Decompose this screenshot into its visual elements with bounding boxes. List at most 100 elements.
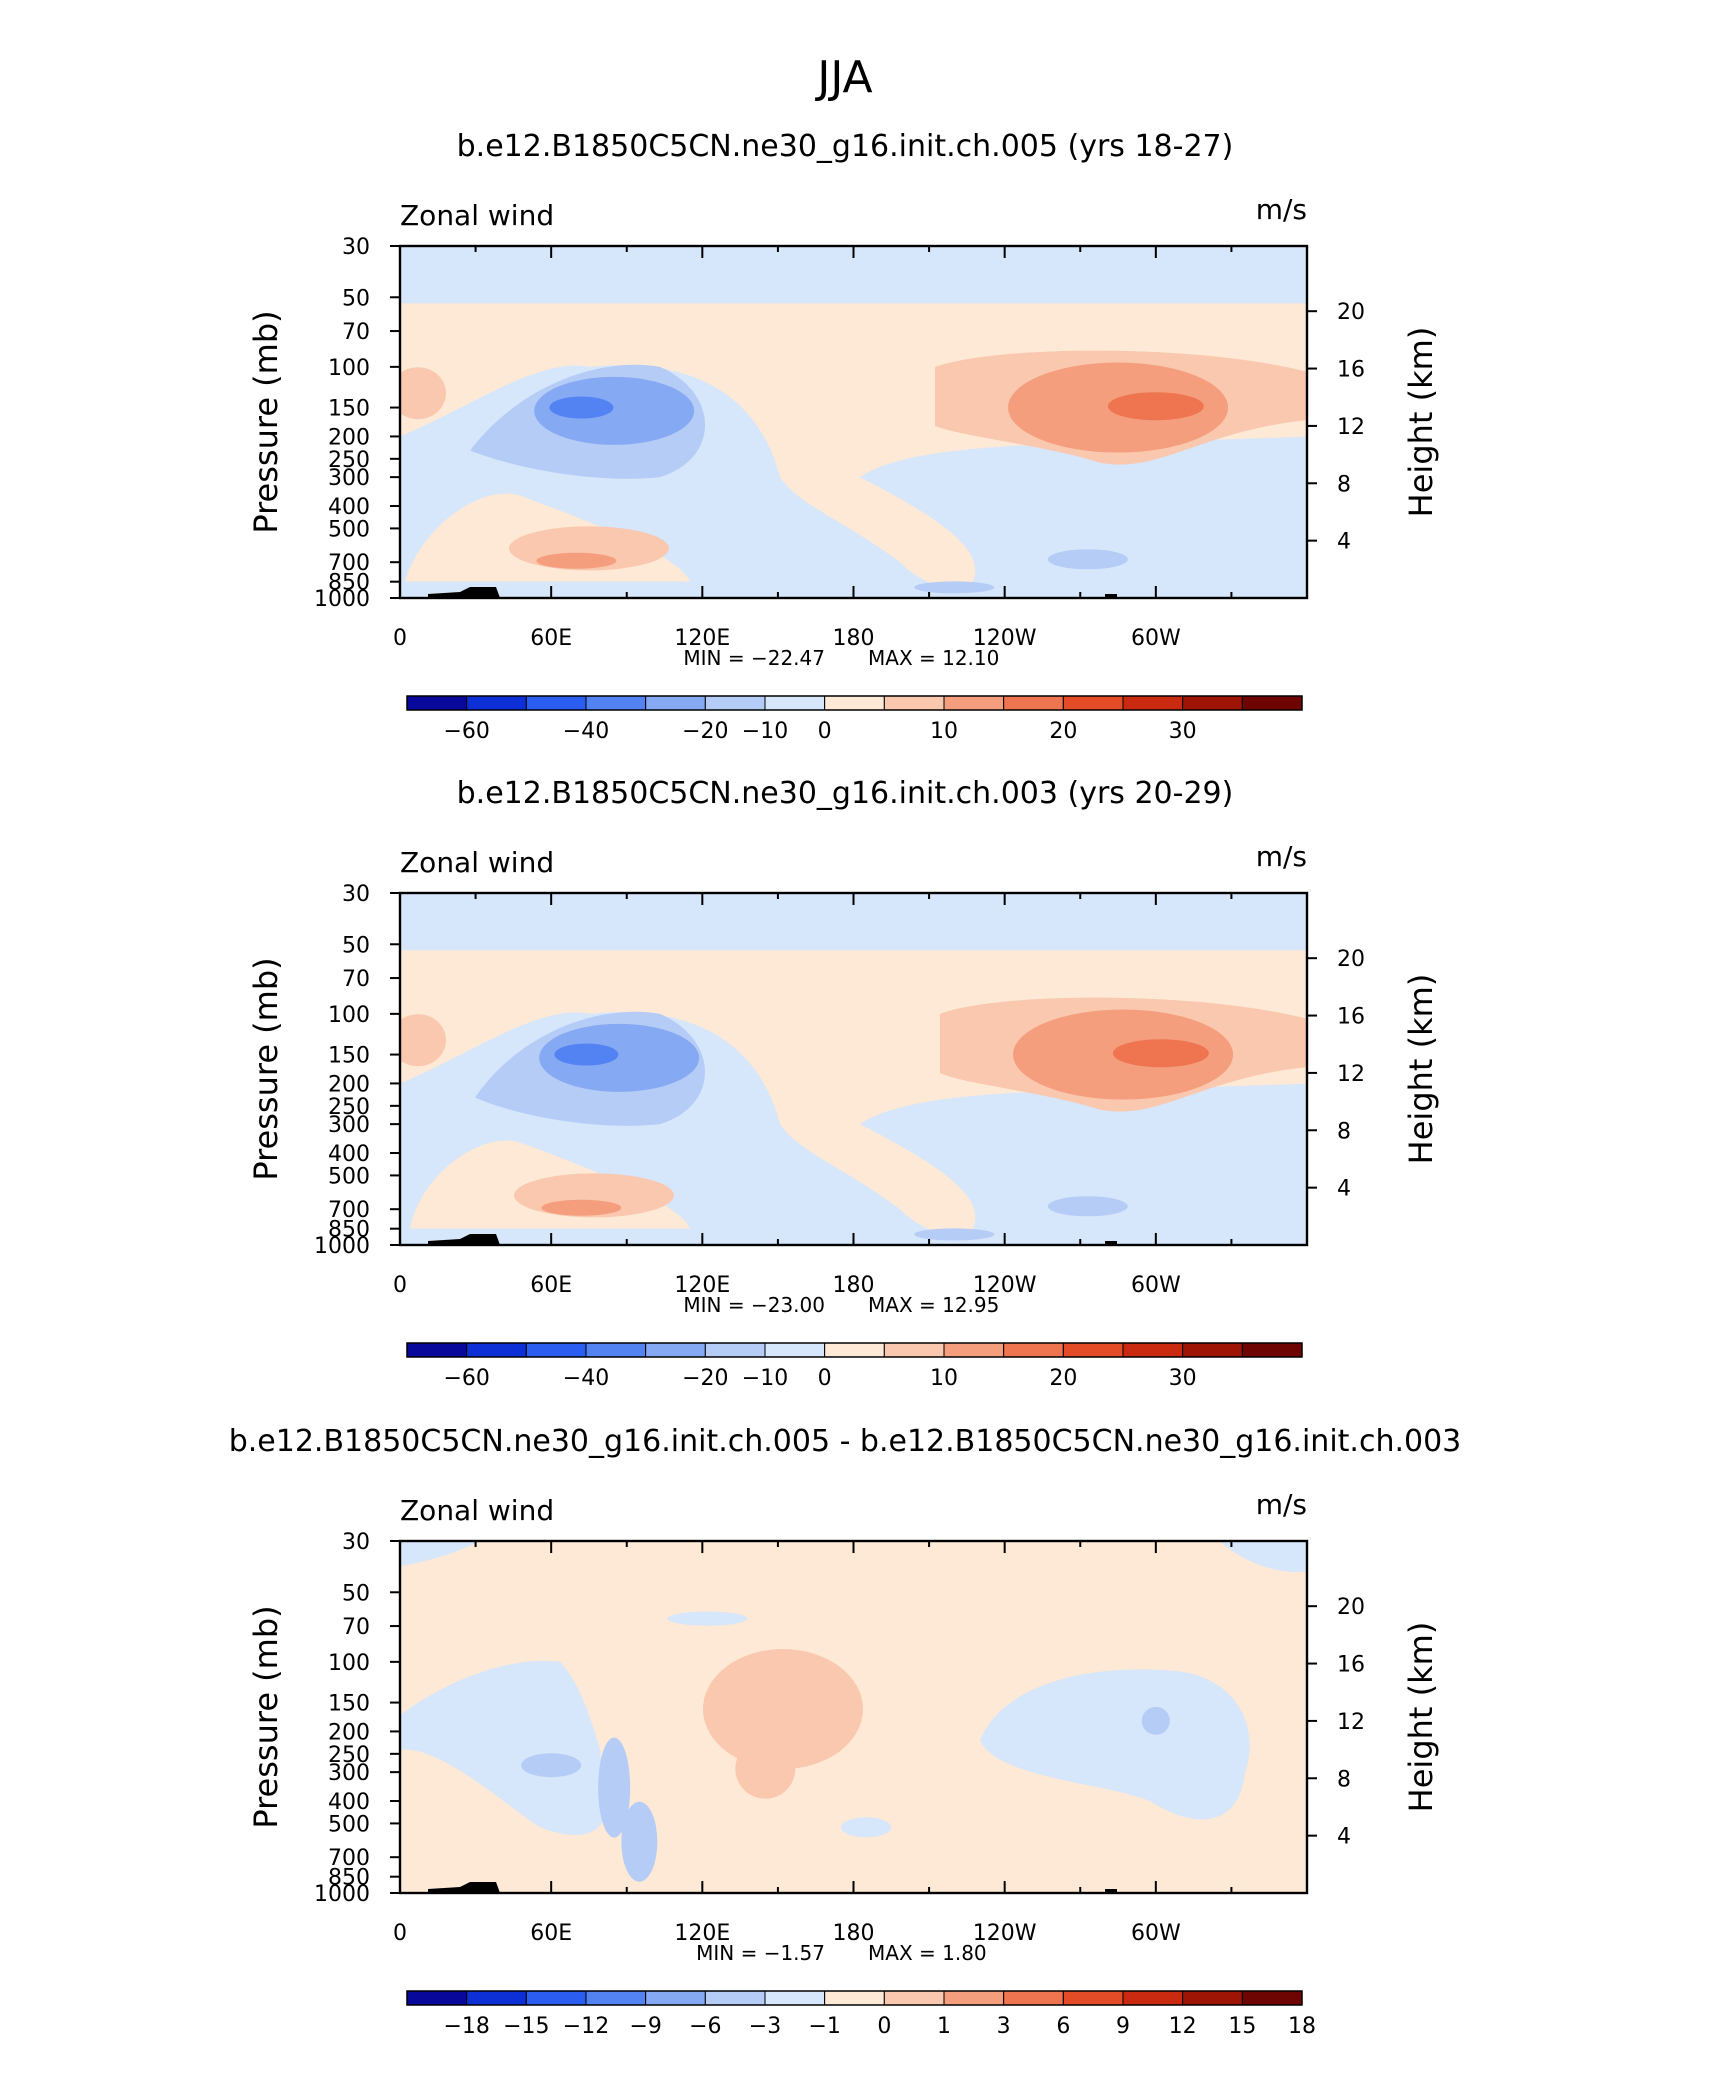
colorbar-box <box>1003 1990 1064 2006</box>
y2-tick-label: 16 <box>1337 1005 1365 1030</box>
colorbar-box <box>1003 1342 1064 1358</box>
colorbar-label: 0 <box>877 2014 891 2039</box>
y2-tick-label: 4 <box>1337 530 1351 555</box>
colorbar-box <box>824 1990 885 2006</box>
colorbar-label: 0 <box>818 719 832 744</box>
negative-contour <box>1220 1541 1307 1572</box>
colorbar-box <box>645 1342 706 1358</box>
y-tick-label: 400 <box>328 1790 370 1815</box>
colorbar-label: −1 <box>808 2014 840 2039</box>
positive-contour <box>702 1649 863 1770</box>
colorbar-frame <box>406 695 1303 711</box>
y-tick-label: 200 <box>328 425 370 450</box>
x-tick-label: 0 <box>393 626 407 651</box>
colorbar-label: 9 <box>1116 2014 1130 2039</box>
negative-contour <box>1047 549 1128 570</box>
y-tick-label: 30 <box>342 235 370 260</box>
colorbar-box <box>525 1342 587 1358</box>
x-tick-label: 120W <box>973 1273 1037 1298</box>
y-tick-label: 100 <box>328 1003 370 1028</box>
contour-field <box>400 246 1307 598</box>
panels: b.e12.B1850C5CN.ne30_g16.init.ch.005 (yr… <box>229 129 1462 2039</box>
negative-contour <box>400 1541 480 1567</box>
y-tick-label: 200 <box>328 1072 370 1097</box>
colorbar-box <box>406 1342 468 1358</box>
colorbar-label: 15 <box>1228 2014 1256 2039</box>
max-label: MAX = 12.95 <box>868 1293 999 1317</box>
min-label: MIN = −1.57 <box>696 1941 825 1965</box>
colorbar-box <box>1241 1990 1303 2006</box>
positive-contour <box>400 367 446 420</box>
colorbar-box <box>883 1990 945 2006</box>
colorbar-label: 10 <box>930 719 958 744</box>
negative-contour <box>914 581 995 594</box>
y2-tick-label: 16 <box>1337 358 1365 383</box>
x-tick-label: 180 <box>833 626 875 651</box>
colorbar-box <box>645 695 706 711</box>
colorbar-box <box>466 1342 527 1358</box>
colorbar-box <box>883 1342 945 1358</box>
colorbar-box <box>1241 1342 1303 1358</box>
colorbar-box <box>466 1990 527 2006</box>
panel-title: b.e12.B1850C5CN.ne30_g16.init.ch.005 - b… <box>229 1424 1462 1459</box>
x-tick-label: 60E <box>530 626 572 651</box>
colorbar-box <box>704 695 766 711</box>
colorbar-label: 18 <box>1288 2014 1316 2039</box>
topography <box>428 1234 500 1245</box>
colorbar-box <box>1241 695 1303 711</box>
negative-contour <box>860 436 1307 598</box>
y2-tick-label: 4 <box>1337 1177 1351 1202</box>
y-tick-label: 70 <box>342 1615 370 1640</box>
colorbar-box <box>943 1342 1005 1358</box>
x-tick-label: 60W <box>1131 626 1181 651</box>
colorbar-box <box>764 1342 826 1358</box>
colorbar-frame <box>406 1342 1303 1358</box>
positive-contour <box>1107 392 1204 421</box>
y-tick-label: 50 <box>342 1581 370 1606</box>
x-tick-label: 120W <box>973 1921 1037 1946</box>
y-tick-label: 200 <box>328 1720 370 1745</box>
y-tick-label: 30 <box>342 882 370 907</box>
y-tick-label: 250 <box>328 448 370 473</box>
panel-2: b.e12.B1850C5CN.ne30_g16.init.ch.003 (yr… <box>247 776 1440 1391</box>
panel-title: b.e12.B1850C5CN.ne30_g16.init.ch.003 (yr… <box>457 776 1234 811</box>
y-tick-label: 50 <box>342 933 370 958</box>
units-label: m/s <box>1256 840 1307 873</box>
colorbar-box <box>824 1342 885 1358</box>
colorbar-box <box>525 1990 587 2006</box>
units-label: m/s <box>1256 193 1307 226</box>
negative-contour <box>554 1043 619 1066</box>
y2-tick-label: 8 <box>1337 1119 1351 1144</box>
height-axis-label: Height (km) <box>1402 327 1440 518</box>
x-tick-label: 120E <box>674 626 730 651</box>
colorbar-box <box>1122 695 1184 711</box>
negative-contour <box>549 396 614 419</box>
colorbar-box <box>704 1342 766 1358</box>
x-tick-label: 120E <box>674 1273 730 1298</box>
topography <box>1105 1889 1117 1893</box>
y2-tick-label: 4 <box>1337 1825 1351 1850</box>
y-tick-label: 500 <box>328 1164 370 1189</box>
colorbar-box <box>406 1990 468 2006</box>
y-tick-label: 500 <box>328 1812 370 1837</box>
x-tick-label: 60E <box>530 1921 572 1946</box>
min-label: MIN = −22.47 <box>683 646 825 670</box>
negative-contour <box>539 1023 700 1092</box>
negative-contour <box>621 1801 658 1882</box>
variable-label: Zonal wind <box>400 1494 554 1527</box>
y-tick-label: 300 <box>328 466 370 491</box>
x-tick-label: 0 <box>393 1921 407 1946</box>
colorbar-label: −15 <box>503 2014 549 2039</box>
colorbar-box <box>525 695 587 711</box>
positive-contour <box>536 552 617 569</box>
y-tick-label: 700 <box>328 1198 370 1223</box>
colorbar-label: −40 <box>563 1366 609 1391</box>
y2-tick-label: 20 <box>1337 1595 1365 1620</box>
y-tick-label: 300 <box>328 1761 370 1786</box>
colorbar-label: 12 <box>1169 2014 1197 2039</box>
y-tick-label: 1000 <box>314 1882 370 1907</box>
colorbar-label: 3 <box>997 2014 1011 2039</box>
positive-contour <box>541 1199 622 1216</box>
x-tick-label: 120W <box>973 626 1037 651</box>
colorbar-label: 0 <box>818 1366 832 1391</box>
